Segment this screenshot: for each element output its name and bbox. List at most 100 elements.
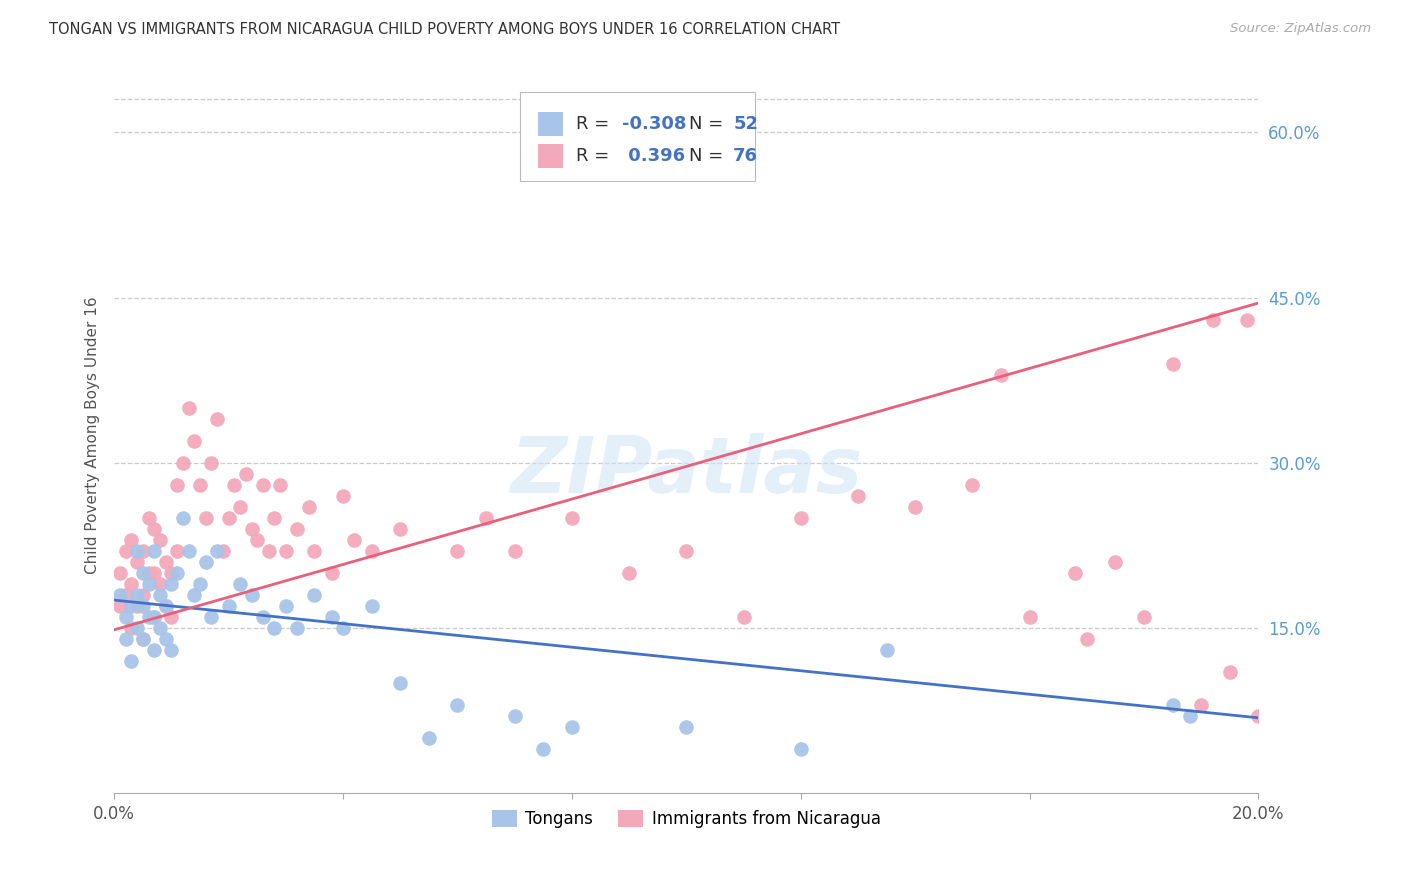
Point	[298, 500, 321, 514]
Text: ZIPatlas: ZIPatlas	[510, 433, 862, 508]
Point	[274, 543, 297, 558]
Point	[252, 609, 274, 624]
Point	[332, 489, 354, 503]
Text: N =: N =	[689, 115, 728, 133]
Point	[155, 599, 177, 613]
Y-axis label: Child Poverty Among Boys Under 16: Child Poverty Among Boys Under 16	[86, 296, 100, 574]
Point	[790, 510, 813, 524]
Point	[143, 522, 166, 536]
Point	[143, 609, 166, 624]
Point	[120, 599, 142, 613]
Point	[212, 543, 235, 558]
Point	[108, 599, 131, 613]
Point	[304, 588, 326, 602]
Point	[120, 533, 142, 547]
Point	[188, 477, 211, 491]
Text: 0.396: 0.396	[623, 147, 685, 165]
Point	[240, 522, 263, 536]
Point	[1236, 312, 1258, 326]
Point	[389, 675, 412, 690]
Point	[160, 642, 183, 657]
Point	[990, 368, 1012, 382]
Point	[172, 510, 194, 524]
Point	[194, 510, 217, 524]
Point	[876, 642, 898, 657]
Point	[229, 576, 252, 591]
Point	[790, 741, 813, 756]
Point	[675, 720, 697, 734]
Point	[138, 576, 160, 591]
Point	[166, 477, 188, 491]
Point	[160, 576, 183, 591]
Point	[149, 576, 172, 591]
Text: Source: ZipAtlas.com: Source: ZipAtlas.com	[1230, 22, 1371, 36]
Point	[503, 543, 526, 558]
Point	[304, 543, 326, 558]
FancyBboxPatch shape	[520, 92, 755, 181]
Point	[149, 588, 172, 602]
Point	[1161, 357, 1184, 371]
Point	[285, 621, 308, 635]
Point	[675, 543, 697, 558]
Point	[132, 599, 155, 613]
Point	[617, 566, 640, 580]
Point	[321, 566, 343, 580]
Point	[125, 543, 148, 558]
Point	[1219, 665, 1241, 679]
Point	[114, 632, 136, 646]
Point	[475, 510, 498, 524]
Point	[155, 599, 177, 613]
Point	[246, 533, 269, 547]
Point	[143, 543, 166, 558]
Point	[172, 456, 194, 470]
Point	[114, 609, 136, 624]
Point	[531, 741, 554, 756]
Point	[149, 621, 172, 635]
Point	[125, 555, 148, 569]
Point	[1189, 698, 1212, 712]
Point	[360, 599, 382, 613]
Point	[1104, 555, 1126, 569]
Point	[183, 434, 205, 448]
Point	[194, 555, 217, 569]
Point	[257, 543, 280, 558]
Point	[1064, 566, 1087, 580]
Point	[108, 566, 131, 580]
Point	[125, 599, 148, 613]
Point	[120, 621, 142, 635]
Point	[343, 533, 366, 547]
Point	[143, 609, 166, 624]
Point	[1247, 708, 1270, 723]
Point	[166, 543, 188, 558]
Point	[269, 477, 291, 491]
Point	[1076, 632, 1098, 646]
Point	[389, 522, 412, 536]
Point	[132, 632, 155, 646]
Point	[132, 543, 155, 558]
Point	[120, 654, 142, 668]
Point	[446, 543, 468, 558]
Point	[149, 533, 172, 547]
Point	[143, 566, 166, 580]
Point	[1161, 698, 1184, 712]
Point	[360, 543, 382, 558]
Point	[1133, 609, 1156, 624]
Point	[904, 500, 927, 514]
Point	[125, 621, 148, 635]
Point	[188, 576, 211, 591]
Text: 52: 52	[734, 115, 758, 133]
Point	[846, 489, 869, 503]
Text: -0.308: -0.308	[623, 115, 686, 133]
Point	[120, 576, 142, 591]
Point	[561, 510, 583, 524]
Point	[166, 566, 188, 580]
Point	[235, 467, 257, 481]
Point	[418, 731, 440, 745]
Point	[274, 599, 297, 613]
Point	[200, 456, 222, 470]
Point	[1275, 312, 1298, 326]
Point	[177, 401, 200, 415]
Point	[160, 566, 183, 580]
Point	[1178, 708, 1201, 723]
Point	[205, 411, 228, 425]
